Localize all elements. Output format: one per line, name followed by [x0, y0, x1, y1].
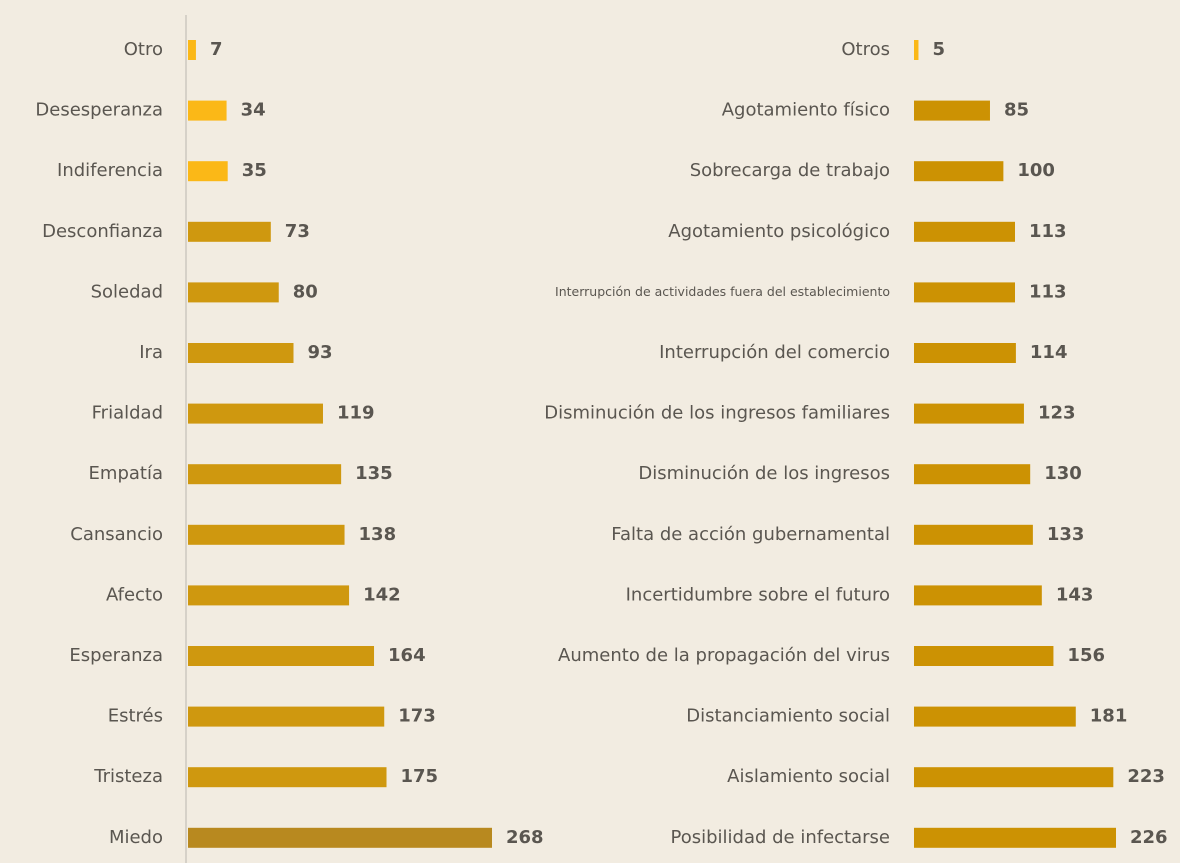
bar [188, 161, 228, 182]
value-label: 133 [1047, 524, 1085, 545]
bar [914, 464, 1031, 485]
category-label: Otros [841, 39, 890, 60]
value-label: 138 [359, 524, 397, 545]
value-label: 175 [401, 766, 439, 787]
category-label: Desconfianza [42, 221, 163, 242]
bar [188, 646, 375, 666]
value-label: 223 [1127, 766, 1165, 787]
bar [914, 100, 990, 121]
category-label: Indiferencia [57, 160, 163, 181]
bar [188, 343, 294, 363]
category-label: Frialdad [92, 403, 163, 424]
value-label: 114 [1030, 342, 1068, 363]
value-label: 181 [1090, 706, 1128, 727]
category-label: Disminución de los ingresos [638, 463, 890, 484]
category-label: Interrupción del comercio [659, 342, 890, 363]
value-label: 268 [506, 827, 544, 848]
bar [188, 524, 345, 545]
bar [188, 585, 350, 606]
bar [914, 706, 1076, 727]
category-label: Afecto [106, 584, 163, 605]
bar [914, 827, 1116, 848]
category-label: Miedo [109, 827, 163, 848]
value-label: 113 [1029, 221, 1067, 242]
bar [914, 282, 1015, 303]
bar [914, 40, 919, 60]
value-label: 34 [241, 100, 266, 121]
value-label: 80 [293, 281, 318, 302]
bar [188, 767, 387, 788]
category-label: Aislamiento social [727, 766, 890, 787]
value-label: 143 [1056, 584, 1094, 605]
category-label: Sobrecarga de trabajo [690, 160, 890, 181]
value-label: 142 [363, 584, 401, 605]
value-label: 100 [1017, 160, 1055, 181]
category-label: Posibilidad de infectarse [670, 827, 890, 848]
bar [188, 40, 196, 60]
category-label: Ira [139, 342, 163, 363]
bar [914, 767, 1114, 788]
bar [914, 161, 1004, 182]
value-label: 164 [388, 645, 426, 666]
bar [914, 343, 1016, 363]
category-label: Disminución de los ingresos familiares [544, 403, 890, 424]
bar [188, 221, 271, 242]
value-label: 7 [210, 39, 223, 60]
category-label: Incertidumbre sobre el futuro [626, 584, 890, 605]
bar [914, 585, 1042, 606]
category-label: Interrupción de actividades fuera del es… [555, 284, 890, 299]
value-label: 113 [1029, 281, 1067, 302]
category-label: Empatía [89, 463, 163, 484]
value-label: 123 [1038, 403, 1076, 424]
bar [914, 524, 1033, 545]
bar [188, 464, 342, 485]
bar [188, 706, 385, 727]
bar [188, 282, 279, 303]
value-label: 93 [307, 342, 332, 363]
value-label: 35 [242, 160, 267, 181]
bar [914, 403, 1024, 424]
category-label: Falta de acción gubernamental [611, 524, 890, 545]
category-label: Soledad [91, 281, 163, 302]
bar [188, 100, 227, 121]
value-label: 226 [1130, 827, 1168, 848]
category-label: Cansancio [70, 524, 163, 545]
category-label: Tristeza [93, 766, 163, 787]
value-label: 130 [1044, 463, 1082, 484]
category-label: Esperanza [69, 645, 163, 666]
category-label: Agotamiento psicológico [668, 221, 890, 242]
bar [188, 403, 323, 424]
value-label: 135 [355, 463, 393, 484]
value-label: 73 [285, 221, 310, 242]
bar [914, 221, 1015, 242]
value-label: 173 [398, 706, 436, 727]
value-label: 85 [1004, 100, 1029, 121]
category-label: Distanciamiento social [686, 706, 890, 727]
category-label: Desesperanza [35, 100, 163, 121]
value-label: 119 [337, 403, 375, 424]
category-label: Aumento de la propagación del virus [558, 645, 890, 666]
category-label: Estrés [108, 706, 163, 727]
category-label: Otro [124, 39, 163, 60]
category-label: Agotamiento físico [722, 100, 890, 121]
bar [188, 827, 492, 848]
value-label: 156 [1067, 645, 1105, 666]
bar [914, 646, 1054, 666]
value-label: 5 [932, 39, 945, 60]
